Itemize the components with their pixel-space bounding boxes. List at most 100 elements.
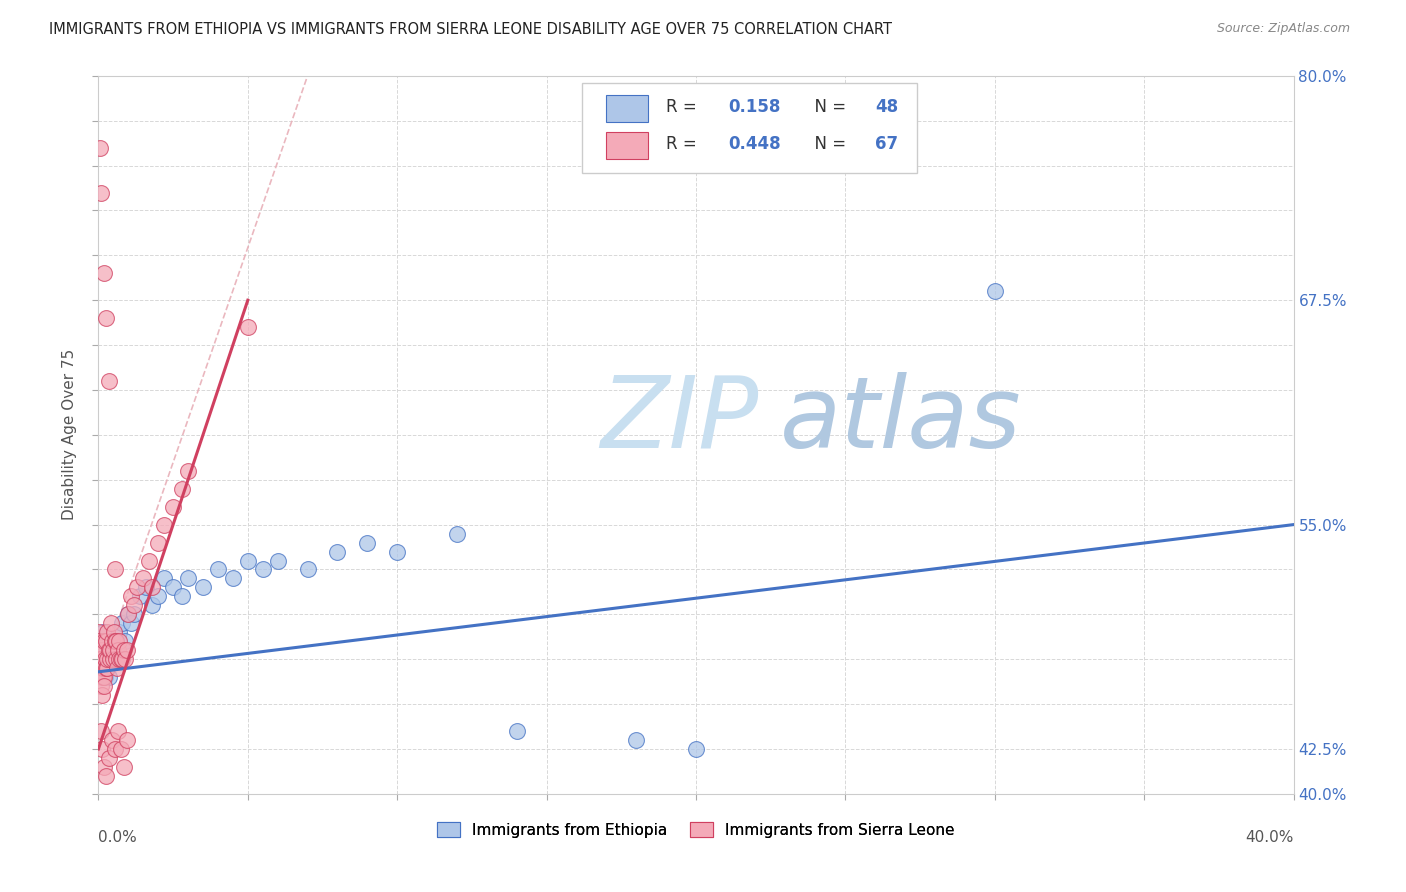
Point [100,616,122,631]
Point [103,652,125,666]
Point [97,670,120,684]
Point [98,652,122,666]
Point [93,670,115,684]
Point [89,643,111,657]
Text: R =: R = [666,98,702,116]
Text: 67: 67 [875,136,898,153]
Point [91,661,114,675]
Point [236,320,259,334]
Point [93,634,115,648]
Point [104,742,127,756]
Point [101,733,124,747]
Point [207,562,229,576]
Point [90,670,112,684]
Point [91,625,114,640]
Text: N =: N = [804,98,851,116]
Point [104,562,127,576]
Point [89,661,111,675]
Point [626,733,648,747]
Point [110,652,132,666]
Point [97,751,120,765]
Point [104,634,127,648]
Point [356,535,378,549]
Point [90,724,112,739]
Point [94,670,117,684]
Point [96,652,118,666]
Point [96,652,118,666]
Y-axis label: Disability Age Over 75: Disability Age Over 75 [62,350,77,520]
Point [222,571,245,585]
Point [94,311,117,326]
Point [91,670,114,684]
Point [172,590,194,604]
Point [162,500,184,514]
Point [114,634,136,648]
Text: Source: ZipAtlas.com: Source: ZipAtlas.com [1216,22,1350,36]
Point [135,581,157,595]
Text: N =: N = [804,136,851,153]
Point [96,661,118,675]
Point [89,140,111,154]
Point [120,590,142,604]
Point [114,652,136,666]
Point [104,652,127,666]
Point [107,652,129,666]
Bar [606,132,648,160]
Text: 40.0%: 40.0% [1246,830,1294,845]
Point [105,643,128,657]
Text: 48: 48 [875,98,898,116]
Point [162,581,184,595]
Point [93,661,115,675]
Point [93,760,115,774]
Point [506,724,529,739]
Point [120,616,142,631]
Point [385,544,409,558]
Point [141,581,163,595]
Point [326,544,349,558]
Point [96,625,118,640]
Point [115,733,138,747]
Point [267,553,290,567]
Point [96,643,118,657]
Point [446,526,468,541]
Point [101,634,124,648]
Point [91,742,114,756]
Point [93,652,115,666]
Point [97,643,120,657]
Point [103,625,125,640]
Point [94,652,117,666]
Point [98,652,121,666]
Point [108,634,131,648]
Point [94,634,117,648]
Point [129,590,152,604]
Point [191,581,214,595]
Point [124,599,146,613]
Point [104,634,127,648]
Point [117,607,139,622]
Point [177,571,200,585]
Point [112,760,135,774]
FancyBboxPatch shape [582,83,917,173]
Point [111,616,134,631]
Point [103,643,125,657]
Point [138,553,160,567]
Point [94,661,117,675]
Point [89,634,111,648]
Point [90,679,112,693]
Point [93,643,115,657]
Point [252,562,274,576]
Point [91,670,114,684]
Point [117,607,139,622]
Point [153,517,176,532]
Point [132,571,155,585]
Point [124,607,146,622]
Point [172,482,194,496]
Point [93,266,115,280]
Text: atlas: atlas [779,372,1021,469]
Point [297,562,319,576]
Point [177,464,200,478]
Point [112,643,135,657]
Point [97,374,120,388]
Point [107,724,129,739]
Point [115,643,138,657]
